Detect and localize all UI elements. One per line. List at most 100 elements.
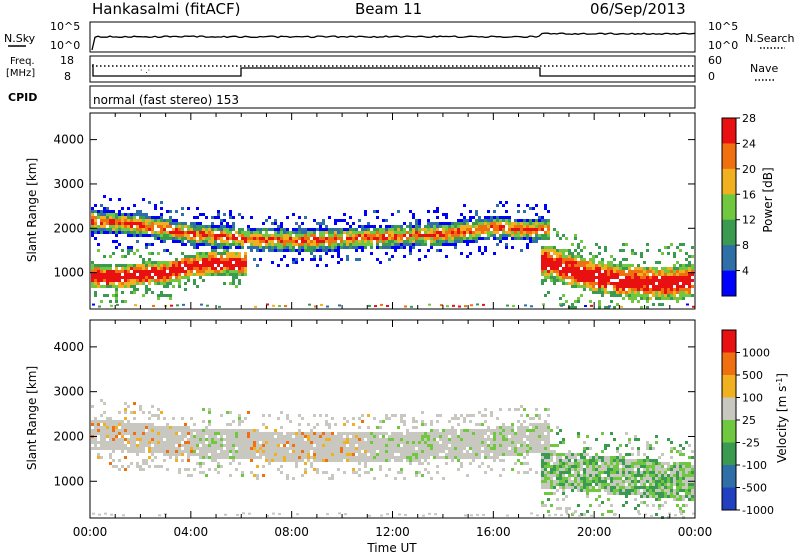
data-cell-2347 — [661, 474, 664, 477]
data-cell-1429 — [463, 429, 466, 432]
data-cell-891 — [244, 255, 247, 258]
y-tick-label: 4000 — [53, 133, 84, 147]
data-cell-912 — [250, 246, 253, 249]
data-cell-1958 — [580, 255, 583, 258]
data-cell-1875 — [562, 252, 565, 255]
data-cell-894 — [244, 264, 247, 267]
data-cell-700 — [208, 273, 211, 276]
data-cell-1779 — [547, 423, 550, 426]
data-cell-1446 — [466, 453, 469, 456]
data-cell-1953 — [577, 285, 580, 288]
data-cell-1893 — [565, 267, 568, 270]
data-cell-230 — [148, 441, 151, 444]
data-cell-346 — [178, 444, 181, 447]
data-cell-364 — [148, 288, 151, 291]
data-cell-1403 — [415, 231, 418, 234]
data-cell-177 — [136, 435, 139, 438]
data-cell-561 — [235, 450, 238, 453]
data-cell-1386 — [409, 246, 412, 249]
data-cell-1333 — [391, 237, 394, 240]
data-cell-574 — [187, 237, 190, 240]
data-cell-6 — [91, 438, 94, 441]
data-cell-1015 — [286, 237, 289, 240]
data-cell-1616 — [511, 444, 514, 447]
data-cell-1681 — [508, 234, 511, 237]
data-cell-349 — [148, 219, 151, 222]
data-cell-1434 — [427, 222, 430, 225]
data-cell-2341 — [676, 261, 679, 264]
data-cell-294 — [139, 219, 142, 222]
data-cell-579 — [238, 462, 241, 465]
data-cell-1151 — [328, 246, 331, 249]
data-cell-267 — [133, 273, 136, 276]
data-cell-1836 — [553, 246, 556, 249]
data-cell-947 — [265, 219, 268, 222]
data-cell-1529 — [457, 234, 460, 237]
data-cell-661 — [262, 435, 265, 438]
data-cell-1596 — [478, 246, 481, 249]
data-cell-1885 — [562, 294, 565, 297]
data-cell-1425 — [424, 228, 427, 231]
data-cell-1476 — [439, 240, 442, 243]
data-cell-40 — [100, 456, 103, 459]
data-cell-1249 — [415, 444, 418, 447]
data-cell-659 — [202, 240, 205, 243]
data-cell-2155 — [628, 294, 631, 297]
data-cell-1810 — [547, 231, 550, 234]
data-cell-907 — [250, 231, 253, 234]
data-cell-1109 — [379, 447, 382, 450]
data-cell-775 — [223, 243, 226, 246]
data-cell-1518 — [484, 456, 487, 459]
data-cell-1355 — [397, 246, 400, 249]
data-cell-1032 — [292, 240, 295, 243]
data-cell-1348 — [397, 225, 400, 228]
data-cell-2249 — [652, 285, 655, 288]
data-cell-1119 — [382, 438, 385, 441]
data-cell-201 — [142, 426, 145, 429]
data-cell-92 — [106, 213, 109, 216]
data-cell-930 — [256, 264, 259, 267]
data-cell-18 — [91, 285, 94, 288]
data-cell-200 — [142, 423, 145, 426]
data-cell-2031 — [598, 456, 601, 459]
data-cell-652 — [259, 438, 262, 441]
data-cell-1674 — [505, 246, 508, 249]
data-cell-1543 — [463, 216, 466, 219]
data-cell-1163 — [334, 222, 337, 225]
data-cell-1487 — [478, 432, 481, 435]
data-cell-329 — [172, 453, 175, 456]
data-cell-1715 — [535, 450, 538, 453]
data-cell-504 — [220, 441, 223, 444]
data-cell-58 — [100, 219, 103, 222]
data-cell-164 — [133, 426, 136, 429]
data-cell-2245 — [652, 273, 655, 276]
data-cell-1014 — [286, 234, 289, 237]
data-cell-2339 — [673, 297, 676, 300]
data-cell-990 — [277, 264, 280, 267]
data-cell-564 — [235, 468, 238, 471]
data-cell-770 — [292, 432, 295, 435]
data-cell-1709 — [535, 432, 538, 435]
data-cell-795 — [226, 249, 229, 252]
data-cell-1784 — [544, 204, 547, 207]
data-cell-2190 — [637, 285, 640, 288]
data-cell-1682 — [529, 417, 532, 420]
data-cell-2118 — [619, 288, 622, 291]
data-cell-860 — [238, 243, 241, 246]
data-cell-628 — [196, 255, 199, 258]
data-cell-1310 — [430, 438, 433, 441]
data-cell-1490 — [445, 222, 448, 225]
data-cell-248 — [151, 459, 154, 462]
data-cell-238 — [130, 216, 133, 219]
data-cell-2074 — [607, 462, 610, 465]
freq-panel: Freq. [MHz] 18 8 60 0 Nave · .· — [6, 54, 778, 83]
data-cell-746 — [283, 459, 286, 462]
data-cell-91 — [115, 423, 118, 426]
data-cell-1378 — [451, 426, 454, 429]
ground-cell — [458, 305, 461, 308]
data-cell-444 — [205, 438, 208, 441]
data-cell-808 — [301, 438, 304, 441]
data-cell-2337 — [658, 492, 661, 495]
data-cell-1004 — [283, 234, 286, 237]
data-cell-383 — [187, 468, 190, 471]
